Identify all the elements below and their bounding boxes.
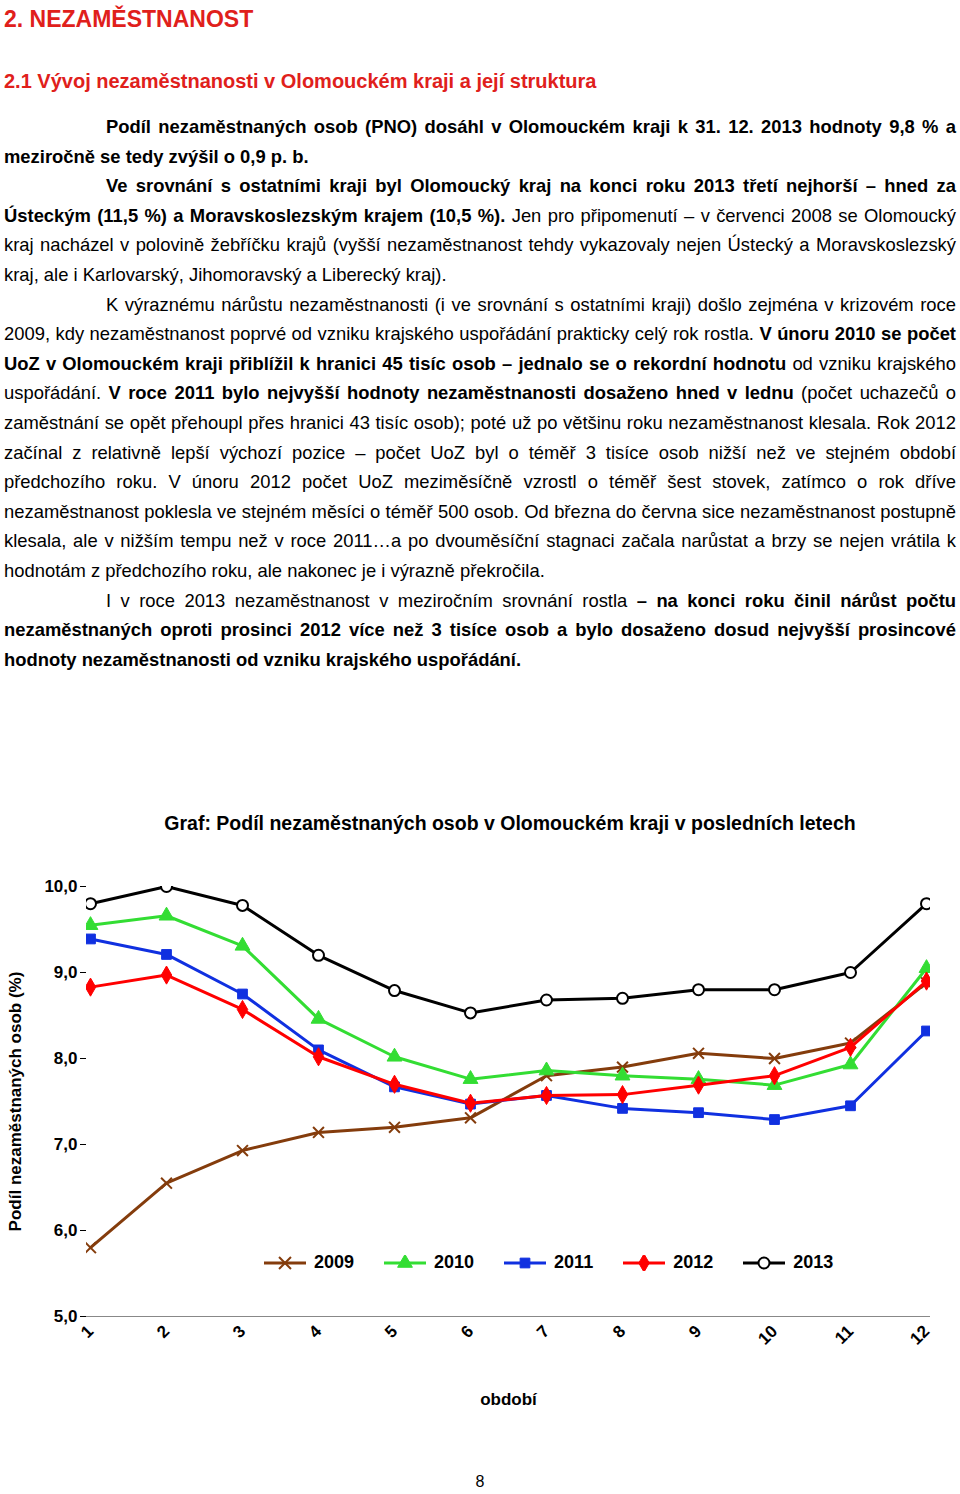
html-text:2012: 2012 xyxy=(673,1252,714,1272)
html-text:I v roce 2013 nezaměstnanost v: I v roce 2013 nezaměstnanost v meziroční… xyxy=(4,589,956,670)
svg-text:1: 1 xyxy=(77,1322,97,1342)
html-text:2011: 2011 xyxy=(554,1252,594,1272)
svg-text:8: 8 xyxy=(609,1322,629,1342)
html-text:Ve srovnání s ostatními kraji: Ve srovnání s ostatními kraji byl Olomou… xyxy=(4,175,956,285)
svg-text:10,0: 10,0 xyxy=(44,877,77,896)
html-text:2010: 2010 xyxy=(434,1252,475,1272)
svg-text:7: 7 xyxy=(533,1322,553,1342)
html-text:2. NEZAMĚSTNANOST: 2. NEZAMĚSTNANOST xyxy=(4,6,254,32)
svg-text:Podíl nezaměstnaných osob (%): Podíl nezaměstnaných osob (%) xyxy=(6,972,25,1232)
svg-text:12: 12 xyxy=(906,1322,933,1349)
html-text:2.1 Vývoj nezaměstnanosti v Ol: 2.1 Vývoj nezaměstnanosti v Olomouckém k… xyxy=(4,70,597,92)
svg-text:11: 11 xyxy=(831,1322,857,1348)
svg-text:5,0: 5,0 xyxy=(54,1307,78,1326)
svg-text:10: 10 xyxy=(754,1322,781,1349)
html-text:Graf: Podíl nezaměstnaných oso: Graf: Podíl nezaměstnaných osob v Olomou… xyxy=(164,812,856,834)
svg-text:6: 6 xyxy=(457,1322,477,1342)
svg-text:7,0: 7,0 xyxy=(54,1135,78,1154)
svg-text:6,0: 6,0 xyxy=(54,1221,78,1240)
html-text:Podíl nezaměstnaných osob (PNO: Podíl nezaměstnaných osob (PNO) dosáhl v… xyxy=(4,116,956,167)
html-text:8: 8 xyxy=(475,1473,485,1490)
svg-text:období: období xyxy=(480,1390,538,1409)
svg-text:2: 2 xyxy=(153,1322,173,1342)
html-text:2013: 2013 xyxy=(793,1252,834,1272)
svg-text:4: 4 xyxy=(305,1321,326,1342)
svg-text:9,0: 9,0 xyxy=(54,963,78,982)
svg-text:9: 9 xyxy=(685,1322,705,1342)
html-text:2009: 2009 xyxy=(314,1252,354,1272)
svg-text:5: 5 xyxy=(381,1322,401,1342)
svg-text:8,0: 8,0 xyxy=(54,1049,78,1068)
svg-text:3: 3 xyxy=(229,1322,249,1342)
html-text:K výraznému nárůstu nezaměstna: K výraznému nárůstu nezaměstnanosti (i v… xyxy=(4,293,956,581)
